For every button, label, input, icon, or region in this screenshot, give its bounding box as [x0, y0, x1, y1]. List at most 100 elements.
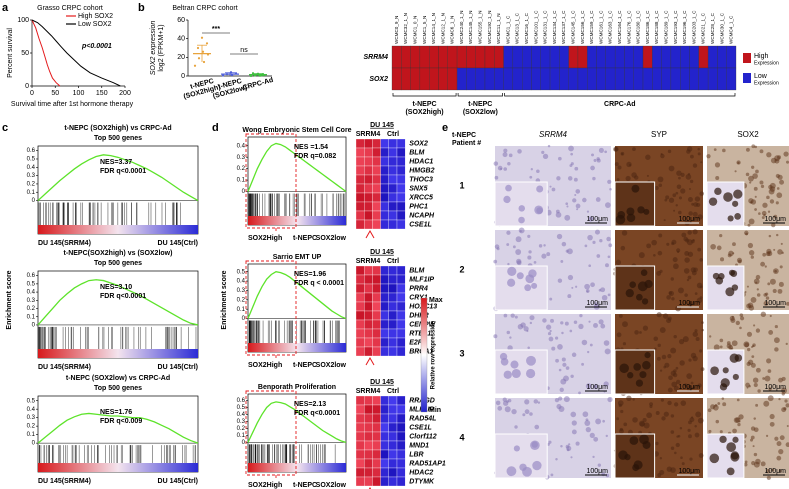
x-label: DU 145(Ctrl)	[158, 240, 198, 247]
cell	[750, 345, 754, 349]
cell	[598, 319, 604, 325]
heat-cell	[652, 45, 662, 69]
heat-cell	[388, 310, 398, 321]
cell	[657, 343, 661, 348]
cell	[494, 175, 499, 180]
sample-label: WCMC6_1_N	[450, 16, 455, 44]
cell	[642, 418, 647, 423]
sample-label: WCMC1_5_N	[422, 16, 427, 44]
cell	[615, 259, 622, 265]
sample-label: WCMC101_1_C	[533, 10, 538, 44]
cell	[663, 219, 666, 222]
cell	[701, 328, 704, 332]
cell	[523, 326, 529, 332]
x-label: t-NEPC	[293, 482, 317, 489]
cell	[670, 446, 675, 450]
heat-cell	[642, 45, 653, 69]
heat-cell	[605, 45, 616, 69]
cell	[674, 402, 679, 407]
heat-cell	[540, 67, 551, 91]
heat-cell	[624, 45, 634, 69]
heat-cell	[364, 192, 373, 203]
heat-cell	[364, 301, 373, 312]
cell	[678, 176, 681, 180]
cell	[581, 362, 584, 366]
nes: NES=2.13	[294, 401, 326, 408]
cell	[744, 291, 747, 294]
cell	[665, 195, 670, 200]
sample-label: WCMC155_1_N	[478, 11, 483, 44]
cell	[659, 457, 663, 460]
cell	[769, 421, 775, 427]
cell	[555, 336, 559, 340]
cell	[779, 179, 785, 185]
plot-title: t-NEPC (SOX2low) vs CRPC-Ad	[66, 375, 170, 382]
cell	[746, 303, 751, 309]
sample-label: WCMC196_1_C	[682, 10, 687, 44]
heat-cell	[372, 440, 381, 451]
cell	[785, 403, 789, 408]
heat-cell	[372, 319, 381, 330]
cell	[776, 187, 780, 190]
sample-label: WCMC134_1_C	[552, 10, 557, 44]
cell	[779, 435, 785, 441]
heat-cell	[355, 265, 365, 276]
sample-label: WCMC164_1_C	[617, 10, 622, 44]
cell	[715, 419, 720, 424]
inset-cell	[714, 187, 722, 196]
inset-cell	[516, 272, 524, 280]
heat-cell	[531, 45, 541, 69]
cell	[745, 147, 750, 152]
inset-cell	[635, 379, 644, 387]
heat-cell	[549, 45, 560, 69]
heat-cell	[364, 210, 373, 221]
cell	[548, 336, 554, 342]
cell	[560, 260, 564, 263]
heat-cell	[355, 274, 365, 285]
cell	[527, 346, 530, 349]
heat-cell	[396, 201, 406, 212]
heat-cell	[401, 45, 411, 69]
heat-column: Ctrl	[387, 258, 399, 265]
y-tick-label: 0	[32, 323, 36, 329]
inset-cell	[644, 279, 653, 289]
cell	[555, 212, 562, 218]
legend-label: Low	[754, 73, 768, 80]
cell	[673, 334, 677, 339]
cell	[502, 152, 508, 158]
fdr: FDR q<0.0001	[100, 293, 146, 300]
heat-cell	[355, 174, 365, 185]
cell	[719, 338, 724, 343]
y-tick-label: 0.2	[27, 424, 36, 430]
heat-title: DU 145	[370, 122, 394, 129]
heat-cell	[661, 45, 672, 69]
cell	[692, 211, 698, 217]
heat-cell	[396, 476, 406, 487]
heat-cell	[388, 174, 398, 185]
heat-cell	[364, 201, 373, 212]
cell	[541, 150, 545, 154]
heat-cell	[689, 45, 699, 69]
inset-cell	[732, 436, 739, 443]
heat-cell	[380, 219, 389, 230]
scale-bar-label: 100μm	[764, 468, 786, 475]
cell	[668, 197, 675, 203]
cell	[564, 214, 571, 221]
cell	[569, 329, 573, 333]
heat-cell	[396, 449, 406, 460]
sample-label: WCMC163_1_C	[608, 10, 613, 44]
cell	[515, 249, 522, 255]
cell	[595, 418, 602, 425]
heat-cell	[438, 45, 448, 69]
cell	[748, 250, 755, 256]
cell	[632, 417, 638, 423]
cell	[676, 435, 679, 438]
cell	[735, 320, 740, 326]
nes: NES=1.96	[294, 271, 326, 278]
cell	[497, 165, 503, 171]
heat-cell	[372, 476, 381, 487]
cell	[719, 345, 723, 349]
heat-column: Ctrl	[387, 388, 399, 395]
heat-cell	[372, 404, 381, 415]
cell	[567, 176, 573, 181]
